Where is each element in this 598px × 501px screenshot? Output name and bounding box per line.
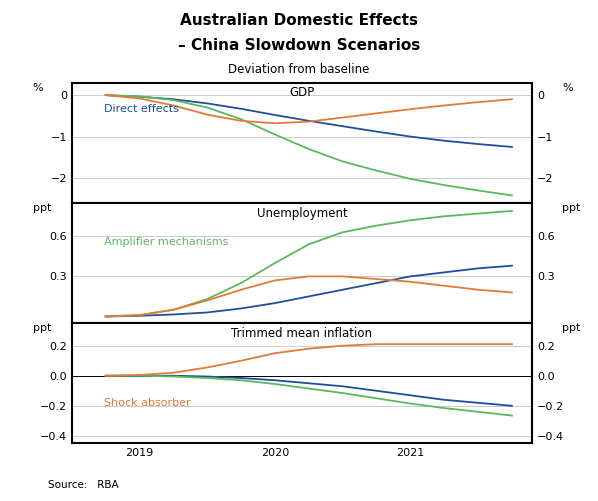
Text: %: % [562, 83, 573, 93]
Text: Australian Domestic Effects: Australian Domestic Effects [180, 13, 418, 28]
Text: ppt: ppt [33, 323, 51, 333]
Text: GDP: GDP [289, 86, 315, 99]
Text: ppt: ppt [562, 323, 581, 333]
Text: ppt: ppt [562, 203, 581, 213]
Text: Direct effects: Direct effects [104, 104, 179, 114]
Text: Trimmed mean inflation: Trimmed mean inflation [231, 327, 373, 340]
Text: ppt: ppt [33, 203, 51, 213]
Text: – China Slowdown Scenarios: – China Slowdown Scenarios [178, 38, 420, 53]
Text: %: % [33, 83, 43, 93]
Text: Unemployment: Unemployment [257, 206, 347, 219]
Text: Shock absorber: Shock absorber [104, 398, 191, 408]
Text: Source:   RBA: Source: RBA [48, 480, 118, 490]
Text: Amplifier mechanisms: Amplifier mechanisms [104, 236, 228, 246]
Text: Deviation from baseline: Deviation from baseline [228, 63, 370, 76]
